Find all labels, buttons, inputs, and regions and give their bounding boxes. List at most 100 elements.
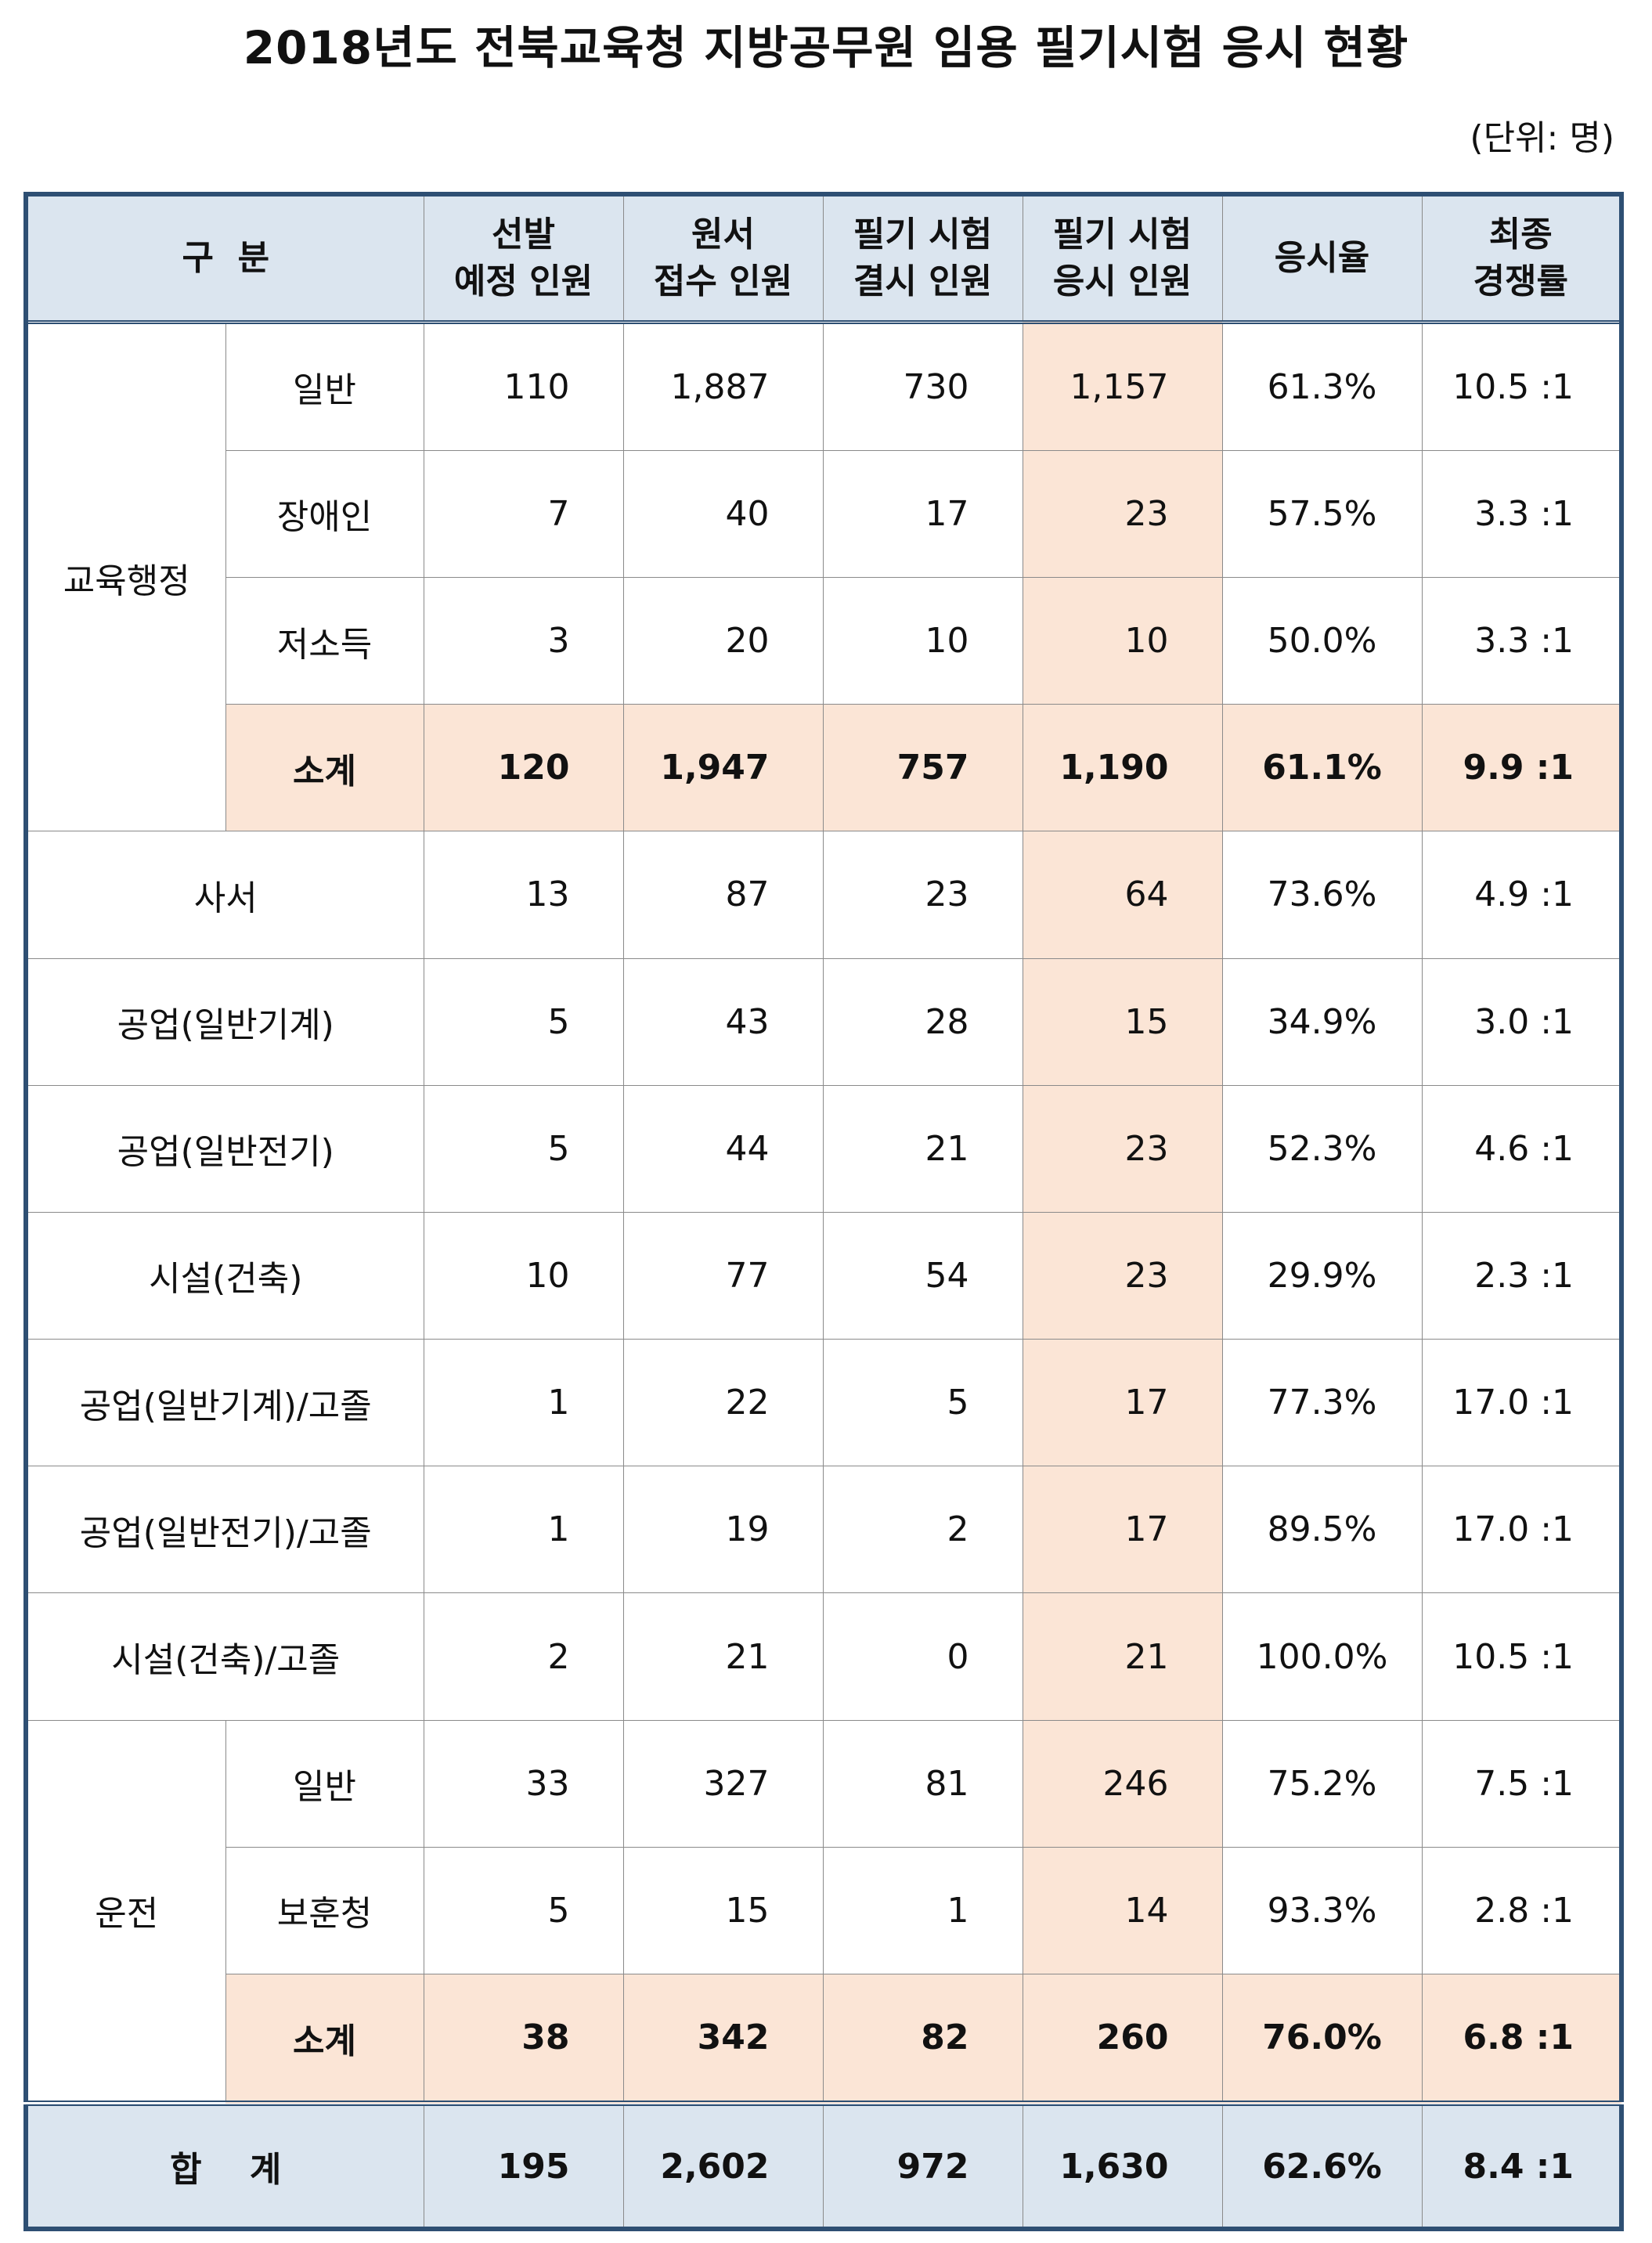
header-planned: 선발 예정 인원 (423, 193, 624, 324)
category-label: 공업(일반전기)/고졸 (25, 1466, 424, 1594)
applied-cell: 43 (622, 957, 824, 1086)
subtotal-label: 소계 (225, 704, 424, 832)
competition-cell: 4.9 :1 (1421, 831, 1622, 959)
header-absent: 필기 시험 결시 인원 (822, 193, 1023, 324)
absent-cell: 1 (822, 1846, 1023, 1974)
applied-cell: 87 (622, 831, 824, 959)
rate-cell: 100.0% (1221, 1592, 1423, 1721)
table-row: 공업(일반기계)/고졸 1 22 5 17 77.3% 17.0 :1 (25, 1339, 1622, 1467)
planned-cell: 1 (423, 1339, 624, 1467)
competition-cell: 17.0 :1 (1421, 1466, 1622, 1594)
rate-cell: 52.3% (1221, 1084, 1423, 1213)
applied-cell: 1,947 (622, 704, 824, 832)
rate-cell: 76.0% (1221, 1973, 1423, 2104)
tested-cell: 1,630 (1022, 2101, 1223, 2230)
table-row: 운전 일반 33 327 81 246 75.2% 7.5 :1 (25, 1719, 1622, 2104)
absent-cell: 972 (822, 2101, 1023, 2230)
absent-cell: 0 (822, 1592, 1023, 1721)
table-row: 공업(일반기계) 5 43 28 15 34.9% 3.0 :1 (25, 957, 1622, 1086)
tested-cell: 1,157 (1022, 321, 1223, 451)
table-header-row: 구 분 선발 예정 인원 원서 접수 인원 필기 시험 결시 인원 필기 시험 응시 인… (25, 193, 1622, 324)
header-rate: 응시율 (1221, 193, 1423, 324)
rate-cell: 50.0% (1221, 577, 1423, 705)
competition-cell: 7.5 :1 (1421, 1719, 1622, 1848)
planned-cell: 5 (423, 957, 624, 1086)
competition-cell: 9.9 :1 (1421, 704, 1622, 832)
absent-cell: 757 (822, 704, 1023, 832)
competition-cell: 10.5 :1 (1421, 321, 1622, 451)
applied-cell: 1,887 (622, 321, 824, 451)
rate-cell: 89.5% (1221, 1466, 1423, 1594)
rate-cell: 61.3% (1221, 321, 1423, 451)
tested-cell: 10 (1022, 577, 1223, 705)
table-row: 사서 13 87 23 64 73.6% 4.9 :1 (25, 831, 1622, 959)
category-label: 시설(건축)/고졸 (25, 1592, 424, 1721)
tested-cell: 23 (1022, 1084, 1223, 1213)
rate-cell: 57.5% (1221, 449, 1423, 579)
table-row: 시설(건축)/고졸 2 21 0 21 100.0% 10.5 :1 (25, 1592, 1622, 1721)
applied-cell: 77 (622, 1211, 824, 1340)
applied-cell: 20 (622, 577, 824, 705)
tested-cell: 14 (1022, 1846, 1223, 1974)
table-row: 교육행정 일반 110 1,887 730 1,157 61.3% 10.5 :… (25, 321, 1622, 832)
tested-cell: 246 (1022, 1719, 1223, 1848)
rate-cell: 77.3% (1221, 1339, 1423, 1467)
tested-cell: 23 (1022, 449, 1223, 579)
competition-cell: 4.6 :1 (1421, 1084, 1622, 1213)
competition-cell: 10.5 :1 (1421, 1592, 1622, 1721)
tested-cell: 17 (1022, 1466, 1223, 1594)
group-admin-label: 교육행정 (25, 321, 226, 832)
header-applied: 원서 접수 인원 (622, 193, 824, 324)
applied-cell: 2,602 (622, 2101, 824, 2230)
table-row: 저소득 3 20 10 10 50.0% 3.3 :1 (26, 577, 1622, 705)
category-label: 공업(일반전기) (25, 1084, 424, 1213)
rate-cell: 34.9% (1221, 957, 1423, 1086)
category-label: 공업(일반기계) (25, 957, 424, 1086)
table-row: 장애인 7 40 17 23 57.5% 3.3 :1 (26, 449, 1622, 579)
total-label: 합 계 (25, 2101, 424, 2230)
tested-cell: 17 (1022, 1339, 1223, 1467)
competition-cell: 2.3 :1 (1421, 1211, 1622, 1340)
absent-cell: 82 (822, 1973, 1023, 2104)
planned-cell: 33 (423, 1719, 624, 1848)
header-competition: 최종 경쟁률 (1421, 193, 1622, 324)
absent-cell: 730 (822, 321, 1023, 451)
planned-cell: 38 (423, 1973, 624, 2104)
absent-cell: 17 (822, 449, 1023, 579)
planned-cell: 3 (423, 577, 624, 705)
tested-cell: 23 (1022, 1211, 1223, 1340)
applied-cell: 327 (622, 1719, 824, 1848)
competition-cell: 6.8 :1 (1421, 1973, 1622, 2104)
tested-cell: 1,190 (1022, 704, 1223, 832)
applied-cell: 342 (622, 1973, 824, 2104)
subtotal-row: 소계 120 1,947 757 1,190 61.1% 9.9 :1 (26, 704, 1622, 832)
planned-cell: 110 (423, 321, 624, 451)
planned-cell: 195 (423, 2101, 624, 2230)
absent-cell: 81 (822, 1719, 1023, 1848)
planned-cell: 5 (423, 1084, 624, 1213)
subtotal-label: 소계 (225, 1973, 424, 2104)
competition-cell: 2.8 :1 (1421, 1846, 1622, 1974)
rate-cell: 73.6% (1221, 831, 1423, 959)
planned-cell: 7 (423, 449, 624, 579)
applied-cell: 44 (622, 1084, 824, 1213)
total-row: 합 계 195 2,602 972 1,630 62.6% 8.4 :1 (25, 2101, 1622, 2230)
planned-cell: 120 (423, 704, 624, 832)
planned-cell: 5 (423, 1846, 624, 1974)
competition-cell: 8.4 :1 (1421, 2101, 1622, 2230)
absent-cell: 2 (822, 1466, 1023, 1594)
sub-category: 장애인 (225, 449, 424, 579)
tested-cell: 260 (1022, 1973, 1223, 2104)
table-row: 시설(건축) 10 77 54 23 29.9% 2.3 :1 (25, 1211, 1622, 1340)
tested-cell: 15 (1022, 957, 1223, 1086)
sub-category: 보훈청 (225, 1846, 424, 1974)
competition-cell: 3.3 :1 (1421, 449, 1622, 579)
absent-cell: 23 (822, 831, 1023, 959)
rate-cell: 29.9% (1221, 1211, 1423, 1340)
sub-category: 일반 (225, 321, 424, 451)
table-row: 보훈청 5 15 1 14 93.3% 2.8 :1 (26, 1846, 1622, 1974)
planned-cell: 1 (423, 1466, 624, 1594)
table-row: 공업(일반전기)/고졸 1 19 2 17 89.5% 17.0 :1 (25, 1466, 1622, 1594)
sub-category: 일반 (225, 1719, 424, 1848)
category-label: 공업(일반기계)/고졸 (25, 1339, 424, 1467)
